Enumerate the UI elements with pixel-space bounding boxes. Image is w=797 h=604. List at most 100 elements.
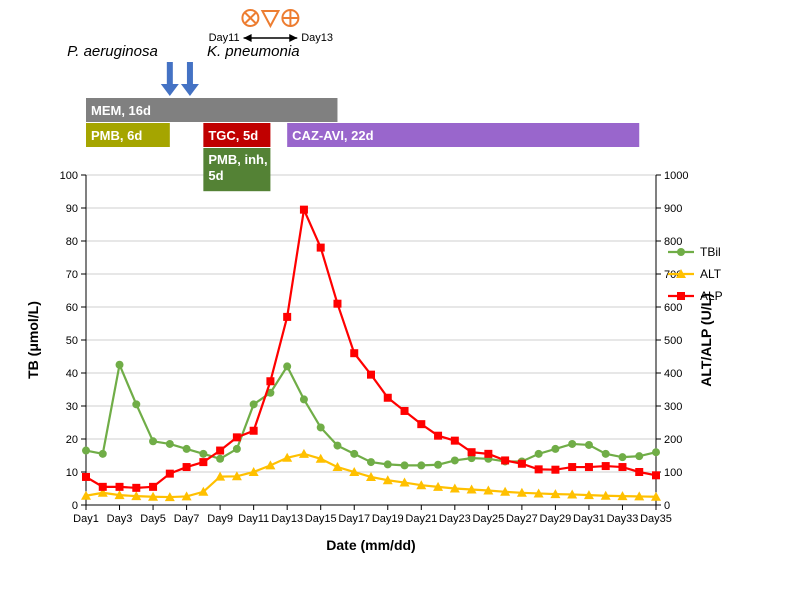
yl-tick-label: 70 <box>66 269 78 281</box>
data-point <box>149 437 157 445</box>
yl-tick-label: 20 <box>66 434 78 446</box>
data-point <box>350 349 358 357</box>
data-point <box>677 248 685 256</box>
data-point <box>401 407 409 415</box>
data-point <box>99 450 107 458</box>
data-point <box>451 437 459 445</box>
data-point <box>384 394 392 402</box>
data-point <box>434 432 442 440</box>
yl-tick-label: 40 <box>66 368 78 380</box>
yr-tick-label: 400 <box>664 368 682 380</box>
data-point <box>283 313 291 321</box>
data-point <box>317 423 325 431</box>
y-left-title: TB (μmol/L) <box>25 301 41 379</box>
data-point <box>618 463 626 471</box>
day-right-label: Day13 <box>301 32 333 44</box>
data-point <box>166 470 174 478</box>
x-tick-label: Day7 <box>174 513 200 525</box>
data-point <box>602 462 610 470</box>
x-tick-label: Day9 <box>207 513 233 525</box>
x-tick-label: Day19 <box>372 513 404 525</box>
data-point <box>317 244 325 252</box>
treatment-bar-label: PMB, 6d <box>91 128 142 143</box>
x-tick-label: Day3 <box>107 513 133 525</box>
x-tick-label: Day15 <box>305 513 337 525</box>
data-point <box>551 445 559 453</box>
treatment-bar-label: CAZ-AVI, 22d <box>292 128 373 143</box>
yl-tick-label: 80 <box>66 236 78 248</box>
yr-tick-label: 1000 <box>664 170 688 182</box>
data-point <box>82 447 90 455</box>
data-point <box>116 361 124 369</box>
data-point <box>652 471 660 479</box>
data-point <box>99 483 107 491</box>
data-point <box>250 427 258 435</box>
yl-tick-label: 90 <box>66 203 78 215</box>
species-left: P. aeruginosa <box>67 43 158 60</box>
x-tick-label: Day29 <box>540 513 572 525</box>
data-point <box>233 433 241 441</box>
data-point <box>652 448 660 456</box>
data-point <box>333 300 341 308</box>
data-point <box>602 450 610 458</box>
data-point <box>635 452 643 460</box>
data-point <box>484 450 492 458</box>
yl-tick-label: 60 <box>66 302 78 314</box>
yr-tick-label: 300 <box>664 401 682 413</box>
yr-tick-label: 900 <box>664 203 682 215</box>
x-tick-label: Day17 <box>338 513 370 525</box>
culture-arrow-icon <box>187 62 193 84</box>
data-point <box>568 463 576 471</box>
data-point <box>300 206 308 214</box>
x-tick-label: Day35 <box>640 513 672 525</box>
data-point <box>283 362 291 370</box>
day-left-label: Day11 <box>209 32 240 44</box>
yl-tick-label: 50 <box>66 335 78 347</box>
data-point <box>199 450 207 458</box>
x-tick-label: Day33 <box>607 513 639 525</box>
yl-tick-label: 30 <box>66 401 78 413</box>
x-tick-label: Day5 <box>140 513 166 525</box>
data-point <box>501 456 509 464</box>
yl-tick-label: 100 <box>60 170 78 182</box>
data-point <box>535 450 543 458</box>
data-point <box>233 445 241 453</box>
yr-tick-label: 100 <box>664 467 682 479</box>
legend-label: ALP <box>700 289 723 303</box>
yr-tick-label: 800 <box>664 236 682 248</box>
data-point <box>183 463 191 471</box>
data-point <box>384 460 392 468</box>
data-point <box>635 468 643 476</box>
data-point <box>434 461 442 469</box>
data-point <box>367 371 375 379</box>
treatment-bar-label: TGC, 5d <box>208 128 258 143</box>
data-point <box>468 448 476 456</box>
culture-arrow-icon <box>167 62 173 84</box>
data-point <box>618 453 626 461</box>
data-point <box>401 461 409 469</box>
x-tick-label: Day13 <box>271 513 303 525</box>
treatment-bar-label: PMB, inh, <box>208 152 267 167</box>
data-point <box>333 442 341 450</box>
data-point <box>417 461 425 469</box>
x-tick-label: Day1 <box>73 513 99 525</box>
x-tick-label: Day21 <box>405 513 437 525</box>
treatment-bar-label: MEM, 16d <box>91 103 151 118</box>
data-point <box>82 473 90 481</box>
chart-svg: 0102030405060708090100010020030040050060… <box>0 0 797 604</box>
treatment-bar-label: 5d <box>208 168 223 183</box>
yr-tick-label: 500 <box>664 335 682 347</box>
species-right: K. pneumonia <box>207 43 300 60</box>
data-point <box>350 450 358 458</box>
data-point <box>132 400 140 408</box>
data-point <box>132 484 140 492</box>
yr-tick-label: 0 <box>664 500 670 512</box>
data-point <box>300 395 308 403</box>
data-point <box>250 400 258 408</box>
data-point <box>535 465 543 473</box>
data-point <box>166 440 174 448</box>
data-point <box>518 460 526 468</box>
legend-label: TBil <box>700 245 721 259</box>
data-point <box>199 458 207 466</box>
x-tick-label: Day23 <box>439 513 471 525</box>
